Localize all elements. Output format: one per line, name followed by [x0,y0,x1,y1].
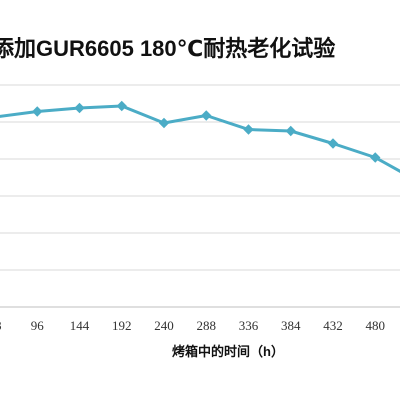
data-point [116,100,127,112]
data-point [243,124,254,135]
series-path [0,104,400,173]
x-tick-labels: 4896144192240288336384432480528 [0,318,386,333]
x-tick-label: 192 [112,318,132,333]
x-tick-label: 432 [323,318,343,333]
gridlines [0,84,400,271]
x-tick-label: 144 [70,318,90,333]
x-tick-label: 48 [0,318,2,333]
data-point [201,110,212,121]
x-tick-label: 288 [197,318,217,333]
x-tick-label: 480 [366,318,386,333]
data-point [285,125,296,137]
x-tick-label: 384 [281,318,301,333]
x-tick-label: 240 [154,318,174,333]
data-point [32,106,43,117]
data-point [158,117,170,129]
data-point [74,102,85,114]
data-point [327,138,339,149]
x-tick-label: 336 [239,318,259,333]
x-axis-label: 烤箱中的时间（h） [172,344,284,359]
series-line [0,104,400,173]
series-markers [0,100,381,163]
x-tick-label: 96 [31,318,45,333]
data-point [370,152,381,163]
chart-title: 添加GUR6605 180℃耐热老化试验 [0,36,335,61]
